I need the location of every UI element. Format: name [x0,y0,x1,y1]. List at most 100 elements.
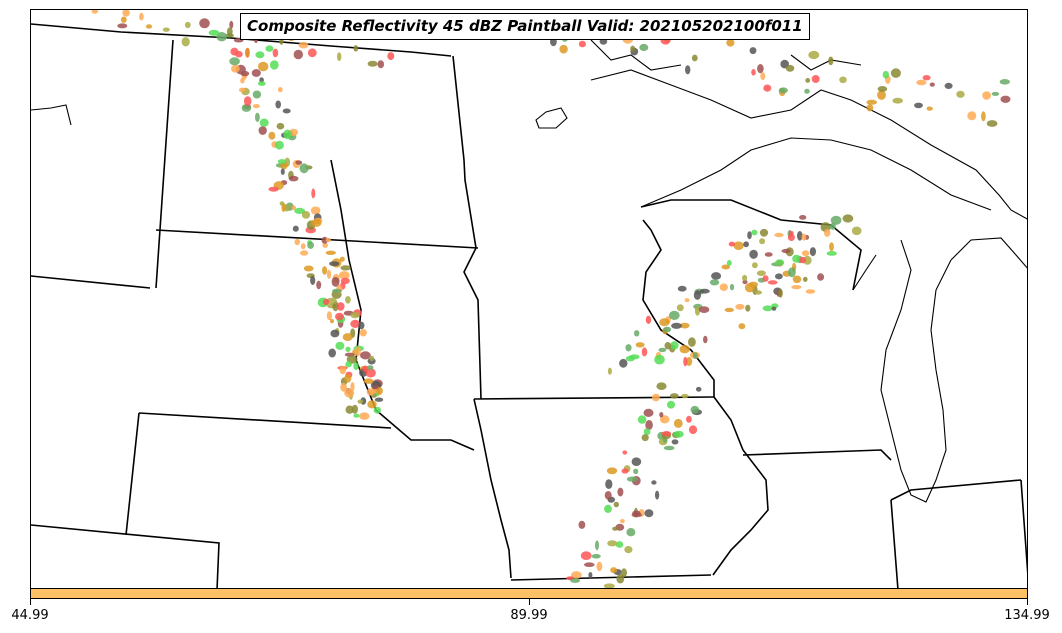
paintball-blob [252,104,260,109]
paintball-blob [681,393,689,399]
paintball-blob [866,104,874,112]
paintball-blob [764,252,773,257]
lake-winnipeg [535,107,568,129]
paintball-blob [738,323,746,330]
paintball-blob [792,275,802,284]
paintball-blob [288,175,299,182]
paintball-blob [808,50,820,60]
paintball-blob [673,418,683,428]
paintball-blob [231,64,240,73]
paintball-blob [344,388,355,398]
paintball-blob [240,70,250,77]
colorbar-label-min: 44.99 [11,608,49,623]
paintball-blob [922,75,931,81]
paintball-blob [728,241,736,247]
paintball-blob [559,44,568,54]
paintball-blob [276,122,285,130]
paintball-blob [801,233,807,241]
wi-south [742,449,892,461]
mn-wi-border [642,219,715,397]
paintball-blob [679,345,690,354]
paintball-blob [226,27,233,36]
paintball-blob [336,302,345,311]
paintball-blob [677,285,687,292]
paintball-blob [335,341,345,350]
paintball-blob [760,72,766,80]
paintball-blob [691,54,698,62]
paintball-blob [686,415,692,423]
paintball-blob [604,491,612,500]
paintball-blob [328,348,337,358]
paintball-blob [699,288,710,294]
paintball-blob [613,501,619,508]
paintball-blob [644,509,654,518]
paintball-blob [230,47,239,56]
paintball-blob [621,568,627,578]
paintball-blob [744,283,755,293]
paintball-blob [1000,95,1011,104]
wi-mi-border [640,199,862,291]
paintball-blob [251,69,261,77]
paintball-blob [651,393,660,402]
paintball-blob [291,205,297,211]
paintball-blob [338,271,350,280]
paintball-blob [683,356,688,367]
paintball-blob [353,362,359,370]
paintball-blob [785,64,795,72]
paintball-blob [767,280,778,285]
paintball-blob [277,159,287,164]
paintball-blob [373,406,381,414]
paintball-blob [830,215,842,225]
paintball-blob [350,312,360,319]
paintball-blob [751,69,756,76]
paintball-blob [619,358,628,368]
paintball-blob [310,276,316,285]
paintball-blob [615,541,624,548]
paintball-blob [743,241,749,248]
michigan-lower-peninsula [950,237,1027,269]
paintball-blob [325,250,336,255]
paintball-blob [299,163,309,174]
paintball-blob [805,289,816,294]
paintball-blob [329,261,340,267]
indiana-line [890,499,899,588]
paintball-blob [719,283,728,292]
paintball-blob [578,40,587,48]
paintball-blob [376,386,383,395]
paintball-blob [139,12,144,21]
mt-wy-south [125,412,140,536]
paintball-blob [245,47,250,58]
paintball-blob [588,572,593,579]
paintball-blob [804,88,810,94]
paintball-blob [695,386,702,392]
paintball-blob [791,285,802,290]
paintball-blob [956,90,965,98]
paintball-blob [763,84,772,92]
map-canvas [31,10,1027,588]
paintball-blob [645,315,652,324]
paintball-blob [781,248,791,254]
paintball-blob [991,91,1000,96]
canada-lakes-2 [790,54,862,71]
paintball-blob [759,228,769,237]
paintball-blob [982,91,991,100]
paintball-blob [771,306,777,311]
paintball-blob [303,265,314,272]
paintball-blob [775,273,783,280]
paintball-blob [826,251,837,256]
paintball-blob [294,238,301,246]
paintball-blob [801,250,810,257]
paintball-blob [596,561,603,572]
door-peninsula [852,254,877,291]
paintball-blob [637,415,647,424]
paintball-blob [792,254,801,263]
paintball-blob [890,68,901,78]
paintball-blob [345,361,352,368]
paintball-blob [877,86,888,92]
paintball-blob [365,368,376,378]
paintball-blob [778,87,788,94]
state-line-mt-nd [155,39,174,289]
paintball-blob [258,126,267,135]
paintball-blob [325,237,331,243]
paintball-blob [866,99,877,105]
